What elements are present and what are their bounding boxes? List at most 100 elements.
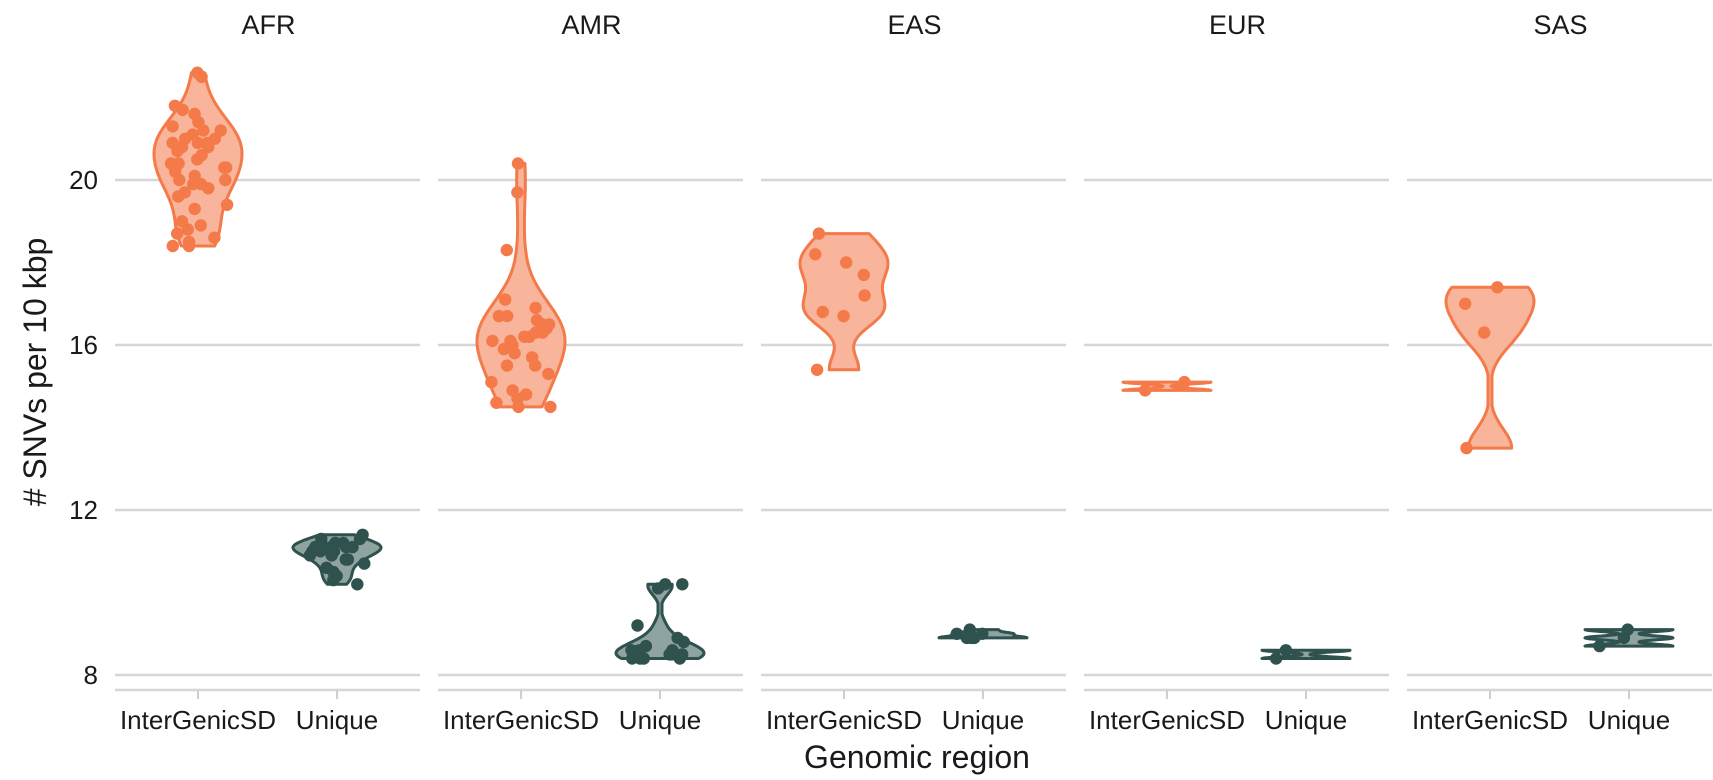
x-axis-title: Genomic region xyxy=(804,739,1030,775)
y-tick-label: 16 xyxy=(69,330,98,360)
data-point xyxy=(220,198,234,211)
data-point xyxy=(663,648,676,661)
x-tick-label: Unique xyxy=(1265,705,1347,735)
data-point xyxy=(340,540,353,554)
facet-sas: SAS InterGenicSD Unique xyxy=(1407,10,1712,735)
data-point xyxy=(1279,644,1293,657)
data-point xyxy=(353,532,367,546)
data-point xyxy=(351,578,364,591)
data-point xyxy=(840,256,853,269)
data-point xyxy=(500,359,514,372)
data-point xyxy=(358,557,371,570)
data-point xyxy=(194,219,207,232)
x-tick-label: InterGenicSD xyxy=(120,705,276,735)
data-point xyxy=(325,549,338,562)
data-point xyxy=(490,396,503,409)
x-tick-label: Unique xyxy=(296,705,378,735)
x-tick-label: InterGenicSD xyxy=(1089,705,1245,735)
data-point xyxy=(1460,441,1473,455)
data-point xyxy=(837,309,850,323)
data-point xyxy=(816,305,829,319)
data-point xyxy=(172,190,185,203)
data-point xyxy=(544,400,557,414)
data-point xyxy=(810,363,824,376)
facet-panels: AFR InterGenicSD Unique AMR InterGenicSD Uniq… xyxy=(115,10,1712,735)
data-point xyxy=(166,239,179,253)
data-point xyxy=(339,553,352,566)
data-point xyxy=(486,334,499,348)
violin-unique xyxy=(1260,648,1352,660)
data-point xyxy=(220,161,233,174)
violin-intergenicsd xyxy=(1121,380,1213,392)
x-tick-label: Unique xyxy=(619,705,701,735)
data-point xyxy=(497,342,511,356)
data-point xyxy=(166,120,179,133)
data-point xyxy=(1617,631,1631,645)
data-point xyxy=(202,140,215,154)
data-point xyxy=(542,367,555,381)
violin-intergenicsd xyxy=(1444,285,1536,450)
data-point xyxy=(508,347,521,360)
data-point xyxy=(202,182,215,195)
data-point xyxy=(171,227,184,240)
x-tick-label: InterGenicSD xyxy=(443,705,599,735)
data-point xyxy=(197,124,210,137)
data-point xyxy=(1491,281,1504,294)
data-point xyxy=(191,136,205,150)
facet-amr: AMR InterGenicSD Unique xyxy=(438,10,743,735)
data-point xyxy=(1178,375,1191,389)
y-axis: 8 12 16 20 xyxy=(69,165,98,690)
data-point xyxy=(195,70,208,84)
y-tick-label: 20 xyxy=(69,165,98,195)
y-tick-label: 12 xyxy=(69,495,98,525)
facet-eur: EUR InterGenicSD Unique xyxy=(1084,10,1389,735)
y-axis-title: # SNVs per 10 kbp xyxy=(17,238,53,507)
data-point xyxy=(1269,652,1283,665)
data-point xyxy=(501,309,514,323)
facet-label: EUR xyxy=(1209,10,1266,40)
data-point xyxy=(651,582,665,595)
data-point xyxy=(1139,384,1152,397)
data-point xyxy=(485,375,498,389)
data-point xyxy=(173,173,186,187)
x-tick-label: Unique xyxy=(942,705,1024,735)
data-point xyxy=(950,627,963,640)
facet-label: EAS xyxy=(887,10,941,40)
data-point xyxy=(857,268,870,282)
data-point xyxy=(303,549,317,562)
data-point xyxy=(511,157,525,170)
data-point xyxy=(499,293,512,306)
x-tick-label: InterGenicSD xyxy=(766,705,922,735)
facet-label: AMR xyxy=(562,10,622,40)
x-tick-label: InterGenicSD xyxy=(1412,705,1568,735)
data-point xyxy=(809,248,822,261)
data-point xyxy=(858,289,871,302)
data-point xyxy=(518,330,531,343)
data-point xyxy=(673,652,686,665)
data-point xyxy=(176,103,189,117)
data-point xyxy=(1593,639,1606,653)
data-point xyxy=(171,144,184,158)
data-point xyxy=(964,631,977,645)
data-point xyxy=(1478,326,1491,339)
data-point xyxy=(529,359,542,372)
data-point xyxy=(511,186,524,199)
data-point xyxy=(812,227,826,240)
data-point xyxy=(631,619,644,632)
data-point xyxy=(181,223,194,236)
data-point xyxy=(327,573,340,587)
facet-label: SAS xyxy=(1533,10,1587,40)
data-point xyxy=(219,173,232,187)
facet-eas: EAS InterGenicSD Unique xyxy=(761,10,1066,735)
data-point xyxy=(677,635,690,649)
data-point xyxy=(626,652,639,665)
y-tick-label: 8 xyxy=(84,660,98,690)
x-tick-label: Unique xyxy=(1588,705,1670,735)
data-point xyxy=(188,202,201,216)
data-point xyxy=(529,301,542,315)
data-point xyxy=(208,231,221,244)
facet-afr: AFR InterGenicSD Unique xyxy=(115,10,420,735)
data-point xyxy=(500,243,513,257)
data-point xyxy=(676,578,689,591)
